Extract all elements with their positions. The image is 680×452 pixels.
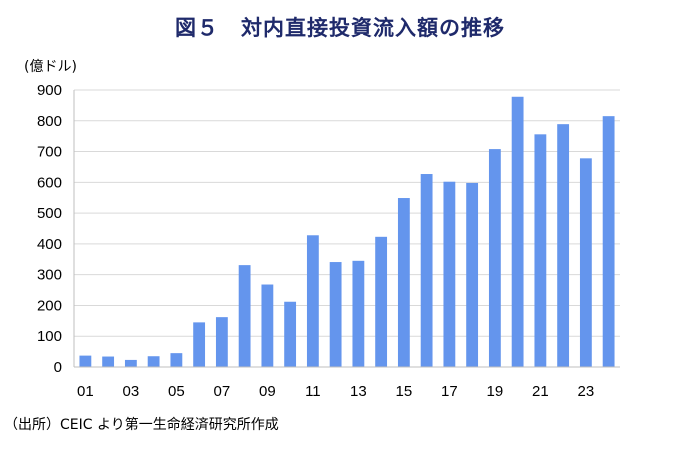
y-tick-label: 900 [37, 82, 62, 99]
bar-05 [170, 353, 183, 367]
source-note: （出所）CEIC より第一生命経済研究所作成 [4, 417, 279, 433]
y-tick-label: 700 [37, 144, 62, 161]
bar-20 [511, 96, 524, 367]
chart-title: 図５ 対内直接投資流入額の推移 [175, 16, 505, 40]
y-tick-label: 300 [37, 267, 62, 284]
x-tick-label: 15 [396, 383, 413, 400]
bar-22 [557, 124, 570, 367]
bar-07 [215, 317, 228, 367]
x-tick-label: 13 [350, 383, 367, 400]
x-tick-label: 09 [259, 383, 276, 400]
bar-09 [261, 284, 274, 367]
bar-18 [466, 182, 479, 367]
bar-19 [488, 149, 501, 367]
x-tick-label: 05 [168, 383, 185, 400]
y-tick-label: 800 [37, 113, 62, 130]
bar-15 [397, 198, 410, 367]
y-tick-label: 500 [37, 205, 62, 222]
x-tick-label: 11 [305, 383, 321, 400]
bar-03 [124, 359, 137, 367]
y-tick-label: 100 [37, 328, 62, 345]
bar-01 [79, 355, 92, 367]
y-tick-label: 200 [37, 297, 62, 314]
bar-11 [306, 235, 319, 367]
x-tick-label: 21 [532, 383, 549, 400]
bar-04 [147, 356, 160, 367]
bar-14 [375, 236, 388, 367]
bar-10 [284, 301, 297, 367]
bar-17 [443, 181, 456, 367]
y-tick-label: 400 [37, 236, 62, 253]
bar-13 [352, 260, 365, 367]
bar-02 [102, 356, 115, 367]
x-tick-label: 07 [214, 383, 231, 400]
bar-16 [420, 174, 433, 367]
x-tick-label: 23 [578, 383, 595, 400]
bar-12 [329, 262, 342, 367]
x-tick-label: 19 [487, 383, 504, 400]
bar-24 [602, 116, 615, 368]
y-axis-unit-label: (億ドル) [24, 59, 77, 75]
bar-08 [238, 265, 251, 367]
bar-06 [193, 322, 206, 367]
bar-23 [579, 158, 592, 367]
x-tick-label: 01 [77, 383, 94, 400]
bar-21 [534, 134, 547, 367]
x-tick-label: 03 [123, 383, 140, 400]
y-tick-label: 600 [37, 174, 62, 191]
y-tick-label: 0 [54, 359, 62, 376]
x-tick-label: 17 [441, 383, 458, 400]
